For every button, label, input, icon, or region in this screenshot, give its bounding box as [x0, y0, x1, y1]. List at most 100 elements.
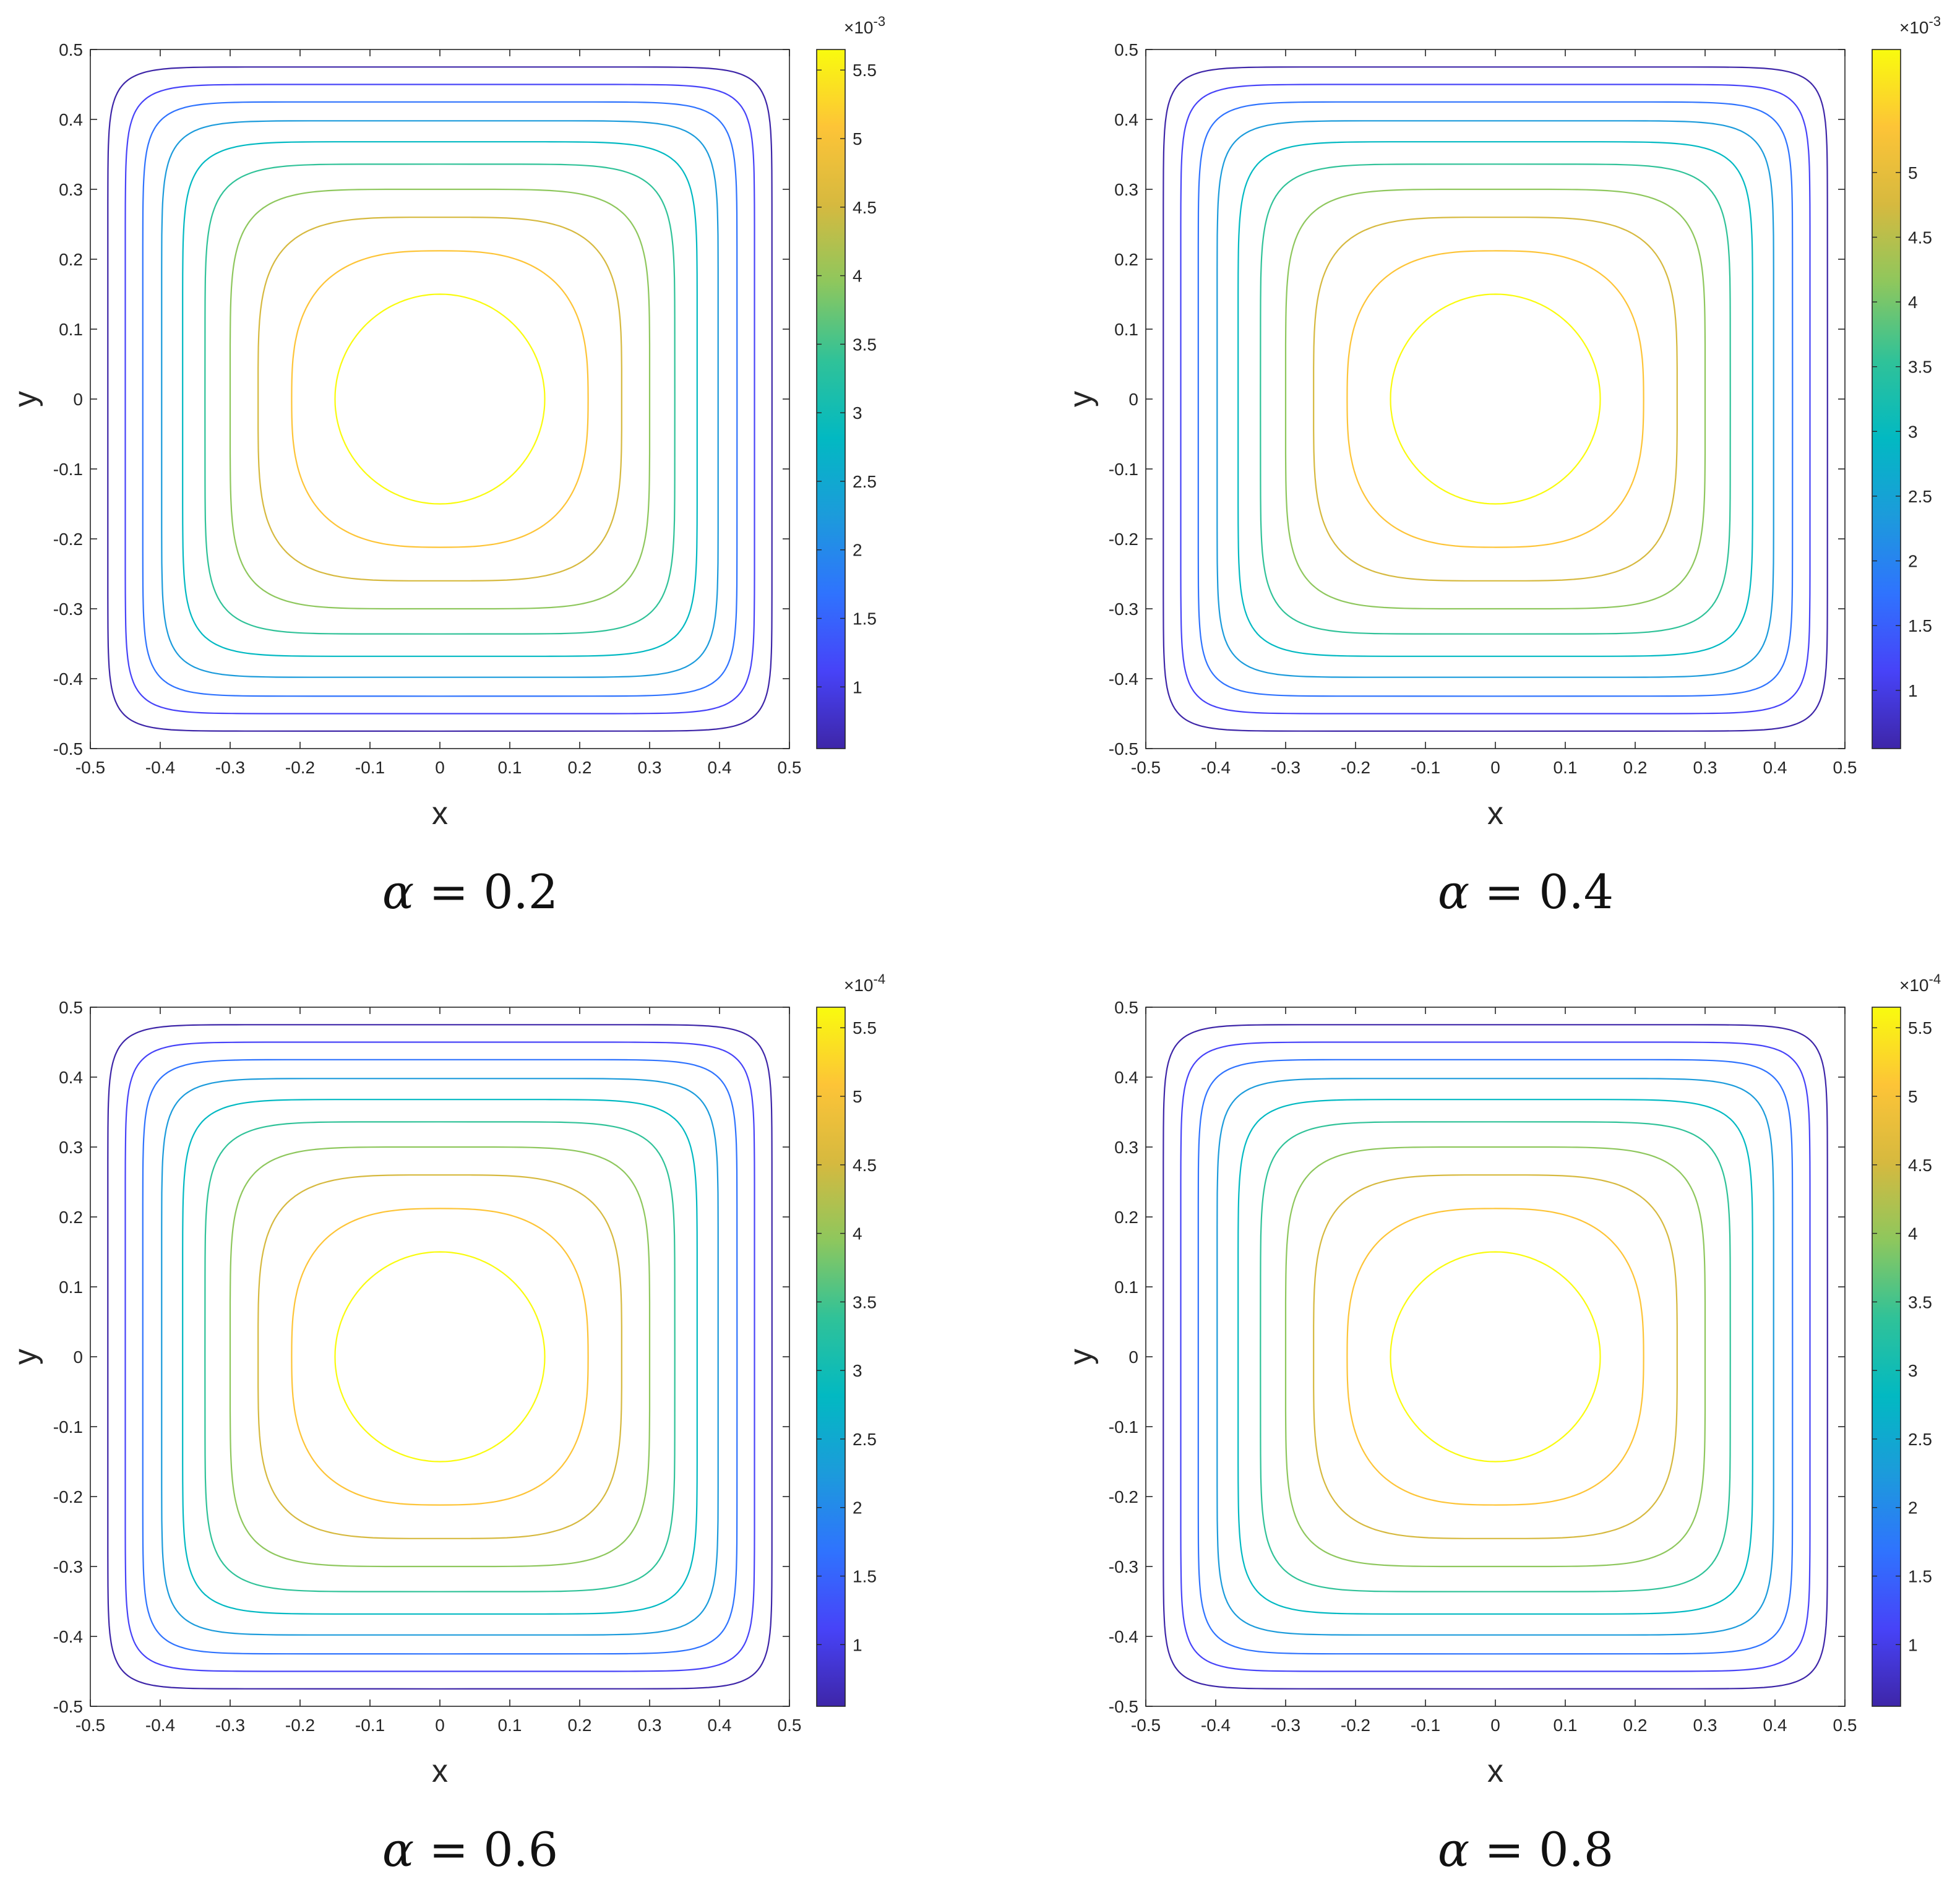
colorbar-multiplier: ×10-3	[844, 14, 885, 37]
contour-line	[1163, 1024, 1828, 1690]
colorbar-multiplier-exponent: -4	[874, 971, 886, 987]
colorbar-tick-label: 2	[853, 541, 862, 560]
contour-line	[334, 293, 546, 505]
y-tick-label: 0.4	[1114, 1068, 1138, 1087]
contour-line	[1313, 1174, 1678, 1539]
colorbar-tick-label: 3.5	[853, 335, 877, 354]
colorbar-tick-label: 3	[1908, 1361, 1918, 1380]
contour-line	[257, 1174, 622, 1539]
contour-panel: -0.5 -0.4 -0.3 -0.2 -0.1 0 0.1 0.2 0.3 0.4 0.5 0.5 0…	[7, 971, 885, 1877]
x-tick-label: 0.3	[1693, 1716, 1717, 1735]
x-tick-label: 0.4	[1763, 758, 1787, 777]
colorbar-tick-label: 3.5	[1908, 358, 1932, 377]
y-tick-label: 0.1	[59, 1278, 83, 1297]
colorbar-tick-label: 1.5	[1908, 1567, 1932, 1586]
caption-alpha-symbol: α	[382, 864, 429, 919]
colorbar-tick-label: 5	[853, 1087, 862, 1106]
colorbar-tick-label: 3	[853, 403, 862, 423]
y-tick-label: 0	[73, 390, 83, 409]
contour-line	[1197, 1059, 1794, 1655]
x-tick-label: -0.5	[75, 758, 105, 777]
contour-line	[142, 1059, 738, 1655]
caption-alpha-symbol: α	[1438, 1822, 1484, 1877]
colorbar	[816, 49, 846, 749]
colorbar	[1872, 1007, 1901, 1707]
y-tick-label: 0.5	[1114, 40, 1138, 59]
colorbar-tick-label: 1	[1908, 681, 1918, 700]
y-tick-label: -0.5	[53, 739, 83, 758]
colorbar-tick-label: 3.5	[853, 1292, 877, 1312]
x-tick-label: -0.3	[215, 1716, 245, 1735]
x-tick-label: -0.2	[1341, 1716, 1370, 1735]
y-tick-label: -0.5	[1109, 1697, 1138, 1716]
y-axis-label: y	[1063, 391, 1099, 407]
y-tick-label: -0.5	[53, 1697, 83, 1716]
x-axis-label: x	[432, 796, 448, 831]
colorbar-multiplier: ×10-3	[1899, 14, 1941, 37]
x-tick-label: -0.5	[75, 1716, 105, 1735]
contour-line	[204, 1121, 676, 1592]
x-tick-label: -0.1	[355, 1716, 385, 1735]
colorbar-tick-label: 1	[853, 1635, 862, 1654]
contour-line	[161, 1078, 719, 1636]
x-tick-label: -0.2	[285, 758, 315, 777]
x-tick-label: 0.2	[568, 758, 592, 777]
colorbar-tick-label: 5	[1908, 163, 1918, 183]
contour-line	[182, 1099, 698, 1615]
colorbar-tick-label: 2.5	[1908, 487, 1932, 506]
x-tick-label: 0.2	[1623, 1716, 1648, 1735]
x-tick-label: 0	[1490, 758, 1500, 777]
caption-value: = 0.6	[429, 1822, 558, 1877]
x-tick-label: -0.3	[1271, 1716, 1300, 1735]
caption-value: = 0.8	[1484, 1822, 1614, 1877]
x-tick-label: -0.4	[1201, 758, 1231, 777]
y-tick-label: 0.5	[59, 998, 83, 1017]
x-tick-label: 0.5	[778, 758, 802, 777]
contour-line	[107, 1024, 773, 1690]
x-tick-label: 0.5	[778, 1716, 802, 1735]
contour-line	[291, 1208, 589, 1506]
y-tick-label: 0.2	[1114, 250, 1138, 269]
colorbar-multiplier-base: ×10	[1899, 976, 1929, 995]
y-tick-label: 0.5	[1114, 998, 1138, 1017]
x-tick-label: 0.4	[1763, 1716, 1787, 1735]
y-tick-label: -0.5	[1109, 739, 1138, 758]
y-tick-label: 0.3	[1114, 180, 1138, 199]
contour-line	[1284, 1146, 1706, 1568]
contour-line	[1260, 1121, 1731, 1592]
contour-line	[124, 1041, 755, 1672]
colorbar-tick-label: 2	[1908, 552, 1918, 571]
contour-line	[1237, 1099, 1753, 1615]
y-tick-label: -0.1	[1109, 1417, 1138, 1437]
y-tick-label: 0.4	[59, 110, 83, 129]
contour-line	[107, 66, 773, 732]
contour-line	[1216, 120, 1774, 678]
contour-line	[124, 84, 755, 715]
colorbar-tick-label: 4.5	[1908, 228, 1932, 247]
colorbar	[816, 1007, 846, 1707]
x-tick-label: -0.2	[285, 1716, 315, 1735]
contour-lines	[107, 66, 773, 732]
y-tick-label: 0.1	[1114, 320, 1138, 339]
contour-line	[334, 1251, 546, 1463]
x-tick-label: 0	[435, 1716, 445, 1735]
contour-line	[1260, 163, 1731, 635]
y-tick-label: 0.4	[1114, 110, 1138, 129]
y-axis-label: y	[1063, 1349, 1099, 1365]
colorbar-tick-label: 2	[853, 1498, 862, 1518]
colorbar-multiplier: ×10-4	[844, 971, 885, 995]
contour-line	[257, 217, 622, 582]
colorbar-tick-label: 4.5	[853, 1156, 877, 1175]
x-tick-label: -0.2	[1341, 758, 1370, 777]
colorbar-tick-label: 4	[1908, 1224, 1918, 1244]
y-tick-label: -0.1	[1109, 460, 1138, 479]
y-tick-label: -0.4	[53, 669, 83, 689]
colorbar-tick-label: 5	[1908, 1087, 1918, 1106]
colorbar-tick-label: 2	[1908, 1498, 1918, 1518]
contour-panel: -0.5 -0.4 -0.3 -0.2 -0.1 0 0.1 0.2 0.3 0.4 0.5 0.5 0…	[1063, 971, 1941, 1877]
colorbar-tick-label: 3.5	[1908, 1292, 1932, 1312]
y-tick-label: 0.3	[59, 180, 83, 199]
colorbar-tick-label: 1	[1908, 1635, 1918, 1654]
x-tick-label: 0.4	[708, 758, 732, 777]
